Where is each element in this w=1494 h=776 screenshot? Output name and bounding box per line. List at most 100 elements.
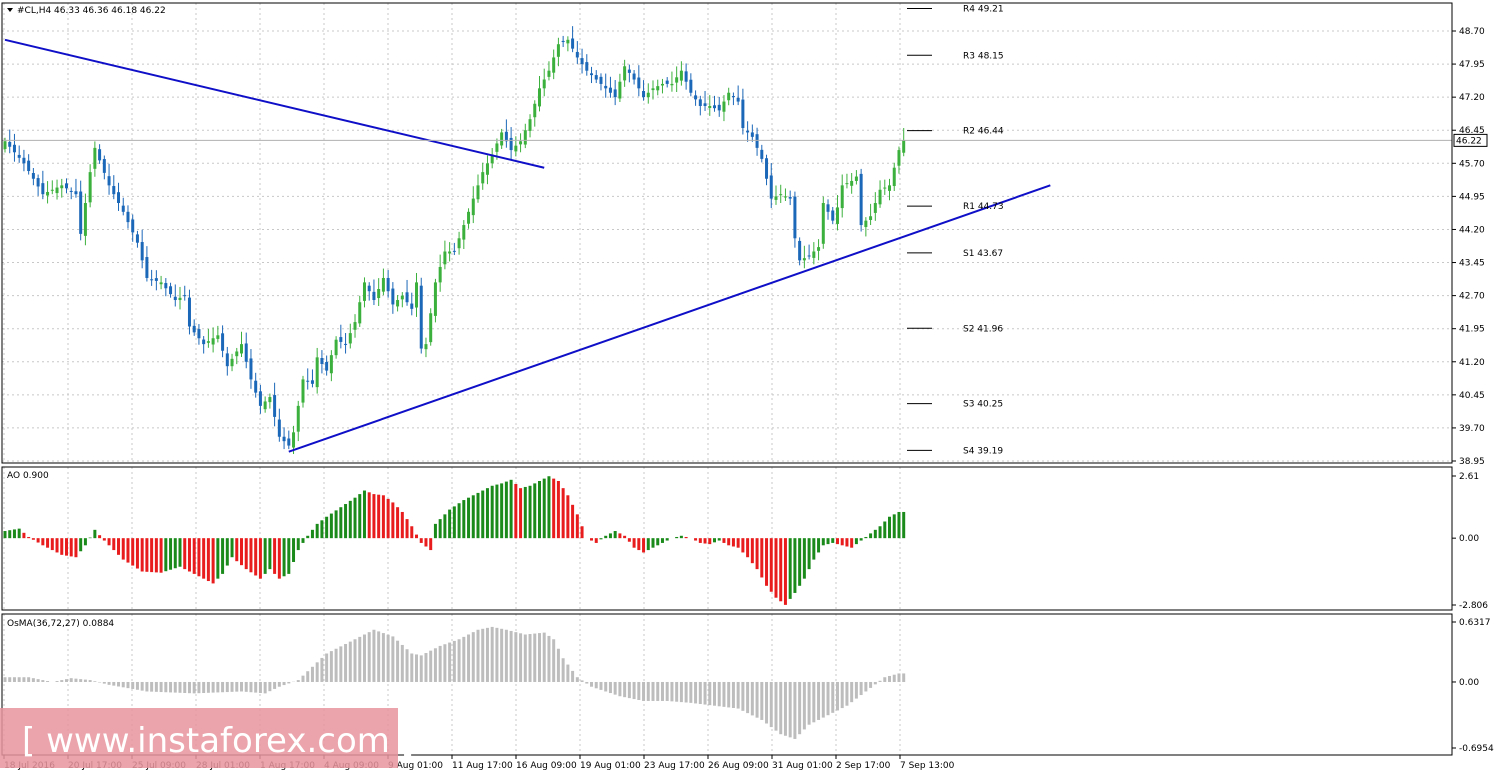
watermark-text: [ www.instaforex.com ]: [22, 721, 414, 761]
watermark: [ www.instaforex.com ]: [0, 708, 414, 768]
candle-body: [329, 355, 333, 374]
ao-histogram: [3, 476, 906, 605]
trendline: [288, 184, 1051, 453]
current-price-label: 46.22: [1456, 136, 1482, 146]
candle-body: [580, 58, 584, 65]
candle-body: [8, 141, 12, 147]
symbol-info: #CL,H4 46.33 46.36 46.18 46.22: [17, 6, 166, 16]
candle-body: [826, 204, 830, 212]
candle-body: [306, 380, 310, 382]
pivot-levels: R4 49.21 R3 48.15 R2 46.44 R1 44.73 S1 43.67…: [907, 5, 1004, 456]
candle-body: [410, 303, 414, 309]
time-axis-label: 2 Sep 17:00: [836, 761, 891, 771]
candle-body: [140, 242, 144, 261]
candle-body: [585, 62, 589, 71]
candle-body: [187, 297, 191, 327]
candle-body: [694, 95, 698, 100]
pivot-label: R4 49.21: [963, 5, 1004, 15]
price-axis-label: 38.95: [1459, 457, 1485, 467]
candle-body: [419, 285, 423, 349]
candle-body: [703, 103, 707, 106]
candle-body: [339, 337, 343, 342]
candle-body: [892, 167, 896, 187]
candle-body: [344, 343, 348, 345]
candle-body: [131, 219, 135, 233]
candle-body: [817, 247, 821, 251]
candle-body: [878, 189, 882, 205]
ao-axis-label: 0.00: [1459, 534, 1479, 544]
dropdown-triangle-icon[interactable]: [7, 8, 13, 12]
candle-body: [353, 322, 357, 330]
candle-body: [249, 358, 253, 380]
candle-body: [495, 143, 499, 152]
candle-body: [277, 419, 281, 437]
candle-body: [533, 103, 537, 118]
candle-body: [660, 83, 664, 86]
candle-body: [301, 379, 305, 403]
candle-body: [211, 338, 215, 345]
time-axis-label: 9 Aug 01:00: [388, 761, 443, 771]
candle-body: [812, 251, 816, 258]
candle-body: [736, 97, 740, 102]
candle-body: [159, 282, 163, 285]
candle-body: [145, 257, 149, 278]
time-axis-label: 7 Sep 13:00: [900, 761, 955, 771]
time-axis-label: 23 Aug 17:00: [644, 761, 705, 771]
candle-body: [178, 297, 182, 301]
candle-body: [282, 436, 286, 442]
candle-body: [698, 99, 702, 106]
candle-body: [46, 191, 50, 196]
ao-axis-label: 2.61: [1459, 472, 1479, 482]
candle-body: [731, 96, 735, 98]
candle-body: [627, 69, 631, 73]
candle-body: [60, 185, 64, 189]
time-axis-label: 16 Aug 09:00: [516, 761, 577, 771]
candle-body: [755, 134, 759, 148]
candle-body: [22, 157, 26, 164]
candle-body: [708, 105, 712, 108]
candle-body: [741, 99, 745, 129]
candle-body: [476, 185, 480, 200]
candle-body: [448, 251, 452, 254]
osma-axis-label: -0.6954: [1459, 744, 1494, 754]
candle-body: [235, 351, 239, 357]
candle-body: [613, 89, 617, 98]
candle-body: [296, 405, 300, 432]
pivot-label: S1 43.67: [963, 249, 1003, 259]
candle-body: [675, 77, 679, 83]
panel-frame: [1, 613, 1453, 756]
candle-body: [850, 180, 854, 186]
candle-body: [64, 183, 68, 189]
candle-body: [41, 183, 45, 195]
candle-body: [542, 79, 546, 89]
osma-axis-label: 0.00: [1459, 678, 1479, 688]
candle-body: [883, 187, 887, 189]
price-axis-label: 45.70: [1459, 159, 1485, 169]
candle-body: [869, 216, 873, 220]
candle-body: [121, 205, 125, 212]
candle-body: [509, 137, 513, 151]
candle-body: [169, 286, 173, 295]
candle-body: [590, 73, 594, 76]
candle-body: [135, 234, 139, 243]
osma-label: OsMA(36,72,27) 0.0884: [7, 619, 114, 629]
candle-body: [684, 71, 688, 82]
candle-body: [391, 288, 395, 305]
candle-body: [864, 220, 868, 228]
trendlines: [2, 38, 1452, 453]
candle-body: [765, 158, 769, 179]
candle-body: [835, 207, 839, 224]
candle-body: [599, 76, 603, 84]
candle-body: [798, 240, 802, 261]
candle-body: [490, 154, 494, 164]
candle-body: [670, 83, 674, 86]
chart-header: #CL,H4 46.33 46.36 46.18 46.22: [7, 6, 166, 16]
ao-label: AO 0.900: [7, 471, 49, 481]
candle-body: [746, 130, 750, 133]
candle-body: [173, 296, 177, 301]
candle-body: [760, 149, 764, 159]
candle-body: [348, 333, 352, 344]
candle-body: [717, 104, 721, 111]
candle-body: [556, 44, 560, 57]
